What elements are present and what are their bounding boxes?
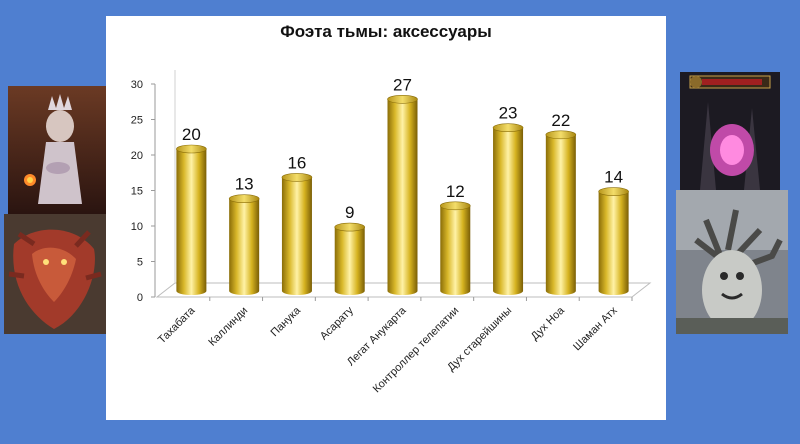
- bar-cap: [598, 187, 629, 196]
- data-label: 22: [551, 111, 570, 130]
- x-tick-label: Контроллер телепатии: [371, 305, 462, 396]
- x-tick-label: Шаман Атх: [571, 304, 620, 353]
- data-label: 23: [499, 104, 518, 123]
- bar-cap: [387, 95, 418, 104]
- data-label: 27: [393, 75, 412, 94]
- x-tick-label: Панука: [269, 304, 304, 339]
- x-tick-label: Каллинди: [206, 305, 250, 349]
- left-top-screenshot: [8, 86, 106, 214]
- data-label: 13: [235, 175, 254, 194]
- data-label: 14: [604, 168, 623, 187]
- bar: [387, 95, 418, 295]
- y-tick-label: 5: [137, 257, 143, 269]
- bar-body: [176, 149, 207, 295]
- data-label: 16: [287, 153, 306, 172]
- x-tick-label: Тахабата: [156, 304, 198, 346]
- bar-cap: [176, 144, 207, 154]
- left-bottom-screenshot: [4, 214, 106, 334]
- chart-title: Фоэта тьмы: аксессуары: [280, 22, 492, 41]
- x-tick-label: Дух Ноа: [529, 304, 568, 343]
- y-tick-label: 15: [131, 186, 143, 198]
- bar-body: [598, 191, 629, 295]
- right-top-screenshot: [680, 72, 780, 190]
- bar-cap: [228, 194, 260, 203]
- bar-cap: [545, 130, 577, 140]
- bar: [281, 173, 313, 295]
- bar: [176, 144, 207, 295]
- right-bottom-screenshot: [676, 190, 788, 334]
- y-tick-label: 10: [131, 221, 143, 233]
- bar-cap: [281, 173, 313, 182]
- bar: [228, 194, 260, 295]
- bar-body: [334, 227, 365, 295]
- bar-body: [545, 134, 576, 295]
- bar-body: [281, 177, 312, 295]
- bar: [334, 222, 366, 295]
- data-label: 12: [446, 182, 465, 201]
- bar-body: [387, 99, 418, 295]
- bar-body: [229, 198, 260, 295]
- bar: [492, 123, 524, 295]
- bar-cap: [492, 123, 524, 132]
- bar-cap: [334, 222, 366, 232]
- bar: [439, 201, 471, 295]
- data-label: 20: [182, 125, 201, 144]
- bar-body: [440, 205, 471, 295]
- x-tick-label: Асарату: [318, 304, 356, 342]
- y-tick-label: 30: [131, 79, 143, 91]
- bar-cap: [439, 201, 471, 211]
- bar-body: [493, 127, 524, 295]
- data-label: 9: [345, 203, 354, 222]
- y-tick-label: 25: [131, 115, 143, 127]
- y-tick-label: 20: [131, 150, 143, 162]
- bar: [598, 187, 629, 295]
- bar: [545, 130, 577, 295]
- y-tick-label: 0: [137, 292, 143, 304]
